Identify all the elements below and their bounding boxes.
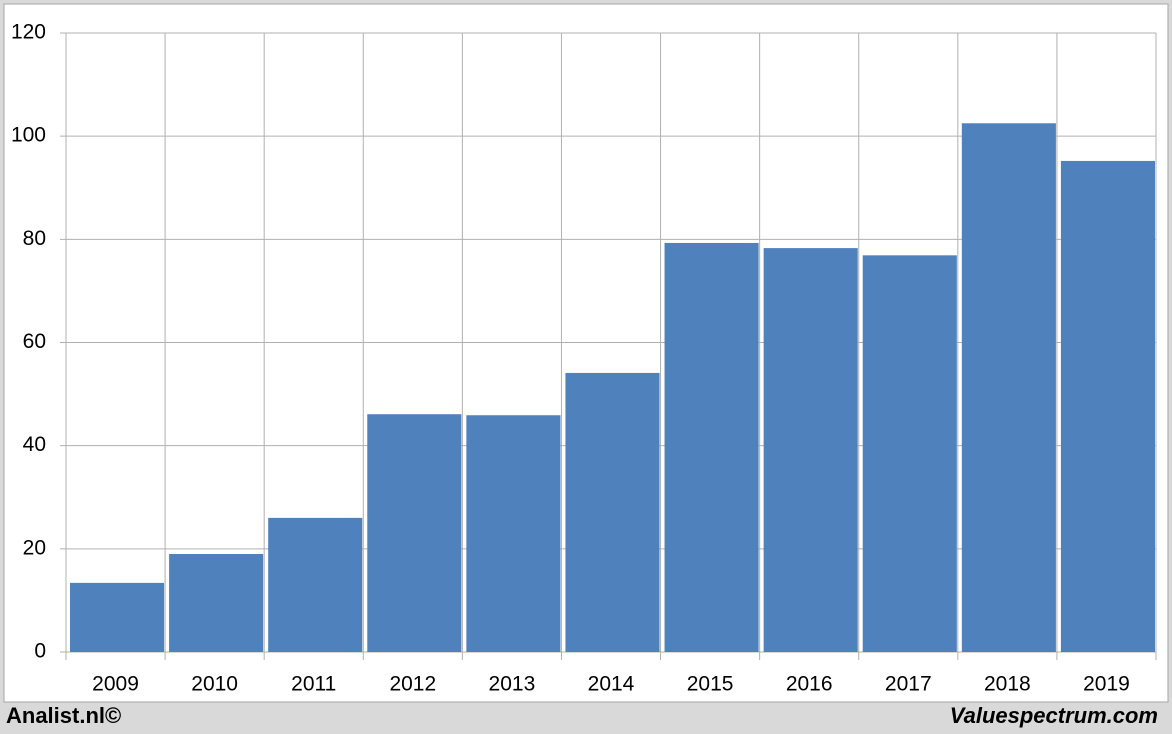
bar: [862, 255, 957, 653]
y-tick-label: 0: [34, 640, 46, 663]
x-tick-label: 2019: [1083, 673, 1130, 696]
bar: [961, 123, 1056, 653]
y-tick-label: 60: [23, 330, 46, 353]
bar: [763, 248, 858, 653]
bar: [367, 414, 462, 652]
y-tick-label: 120: [11, 21, 46, 44]
bar: [268, 517, 363, 652]
footer-right: Valuespectrum.com: [950, 703, 1158, 728]
x-tick-label: 2013: [489, 673, 536, 696]
bar: [1060, 160, 1155, 652]
bar: [565, 372, 660, 652]
y-tick-label: 40: [23, 433, 46, 456]
x-tick-label: 2016: [786, 673, 833, 696]
bar: [466, 415, 561, 652]
x-tick-label: 2015: [687, 673, 734, 696]
y-tick-label: 80: [23, 227, 46, 250]
y-tick-label: 100: [11, 124, 46, 147]
x-tick-label: 2017: [885, 673, 932, 696]
x-tick-label: 2018: [984, 673, 1031, 696]
bar: [664, 242, 759, 653]
y-tick-label: 20: [23, 536, 46, 559]
x-tick-label: 2014: [588, 673, 635, 696]
x-tick-label: 2012: [389, 673, 436, 696]
footer-left: Analist.nl©: [6, 703, 121, 728]
x-tick-label: 2011: [291, 673, 336, 696]
x-tick-label: 2010: [191, 673, 238, 696]
bar: [169, 553, 264, 652]
bar: [70, 582, 165, 652]
x-tick-label: 2009: [92, 673, 139, 696]
